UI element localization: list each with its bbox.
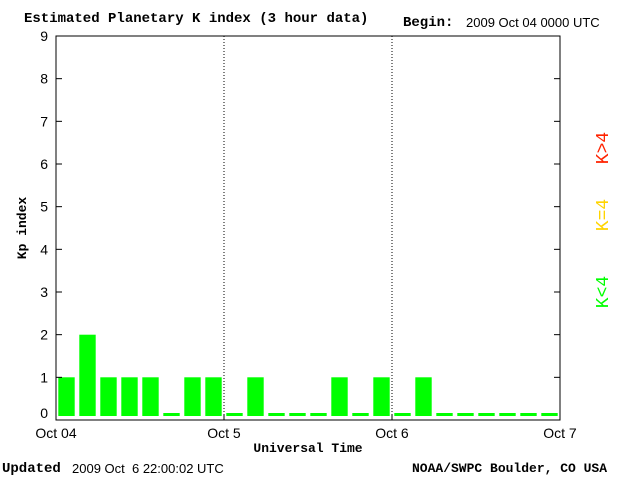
y-tick-label: 1 (40, 369, 48, 385)
kp-bar (205, 377, 222, 416)
kp-bar (310, 413, 327, 416)
begin-label: Begin: (403, 15, 454, 31)
updated-value: 2009 Oct 6 22:00:02 UTC (72, 461, 224, 476)
kp-bar (142, 377, 159, 416)
kp-bar (247, 377, 264, 416)
legend-item: K=4 (594, 199, 614, 231)
kp-bar (520, 413, 537, 416)
plot-frame (55, 35, 561, 421)
y-tick-label: 5 (40, 199, 48, 215)
y-tick-label: 7 (40, 113, 48, 129)
y-tick-label: 0 (40, 405, 48, 421)
kp-bar (352, 413, 369, 416)
bars (58, 334, 558, 416)
y-axis-title: Kp index (15, 197, 30, 260)
x-tick-label: Oct 5 (207, 425, 241, 441)
legend-item: K<4 (594, 276, 614, 308)
kp-bar (226, 413, 243, 416)
kp-bar (289, 413, 306, 416)
y-tick-label: 8 (40, 71, 48, 87)
y-tick-label: 3 (40, 284, 48, 300)
kp-bar (163, 413, 180, 416)
kp-bar (184, 377, 201, 416)
kp-bar (121, 377, 138, 416)
updated-label: Updated (2, 461, 61, 477)
kp-bar (478, 413, 495, 416)
kp-bar (415, 377, 432, 416)
x-axis-ticks: Oct 04 Oct 5 Oct 6 Oct 7 (35, 414, 577, 441)
kp-bar (436, 413, 453, 416)
chart-title: Estimated Planetary K index (3 hour data… (24, 11, 369, 27)
y-tick-label: 9 (40, 28, 48, 44)
kp-bar (394, 413, 411, 416)
kp-bar (457, 413, 474, 416)
y-axis-ticks: 0 1 2 3 4 5 6 7 8 9 (40, 28, 560, 421)
x-axis-title: Universal Time (253, 441, 362, 456)
axis-titles: Universal Time Kp index (15, 197, 363, 456)
x-tick-label: Oct 6 (375, 425, 409, 441)
kp-bar (58, 377, 75, 416)
day-dividers (223, 36, 393, 420)
y-tick-label: 4 (40, 241, 48, 257)
x-tick-label: Oct 7 (543, 425, 577, 441)
kp-bar (541, 413, 558, 416)
y-tick-label: 6 (40, 156, 48, 172)
y-tick-label: 2 (40, 327, 48, 343)
kp-bar (373, 377, 390, 416)
source-label: NOAA/SWPC Boulder, CO USA (412, 461, 608, 476)
kp-bar (100, 377, 117, 416)
legend-item: K>4 (594, 132, 614, 164)
begin-value: 2009 Oct 04 0000 UTC (466, 15, 600, 30)
kp-bar (331, 377, 348, 416)
plot-border (55, 35, 561, 421)
kp-bar (79, 334, 96, 416)
x-tick-label: Oct 04 (35, 425, 76, 441)
kp-bar (268, 413, 285, 416)
legend: K<4 K=4 K>4 (594, 132, 614, 308)
kp-bar (499, 413, 516, 416)
